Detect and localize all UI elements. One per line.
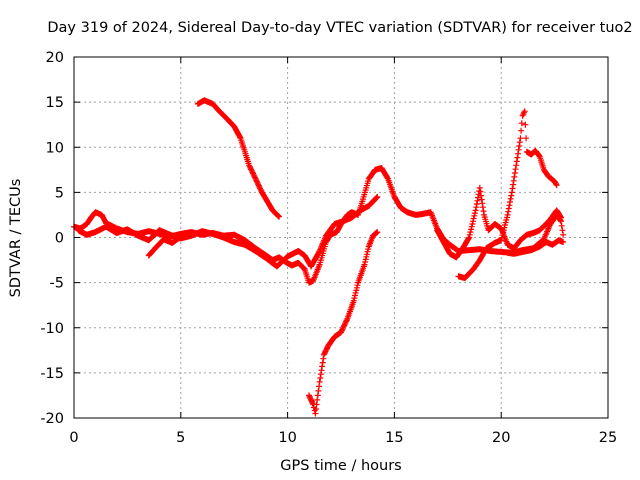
series-track-c bbox=[145, 233, 184, 259]
y-tick-label: 15 bbox=[46, 95, 64, 111]
series-track-f bbox=[434, 184, 564, 261]
y-tick-label: 0 bbox=[55, 231, 64, 247]
x-tick-label: 5 bbox=[176, 430, 185, 446]
plus-markers bbox=[504, 237, 567, 257]
y-tick-label: 5 bbox=[55, 185, 64, 201]
y-tick-label: -5 bbox=[50, 276, 64, 292]
y-tick-label: -20 bbox=[40, 411, 64, 427]
plus-markers bbox=[306, 229, 381, 417]
x-tick-label: 15 bbox=[385, 430, 403, 446]
plus-markers bbox=[455, 108, 560, 282]
x-axis-label: GPS time / hours bbox=[280, 458, 401, 474]
y-axis-label: SDTVAR / TECUs bbox=[8, 179, 24, 298]
series-track-e bbox=[306, 229, 381, 417]
y-tick-label: -10 bbox=[40, 321, 64, 337]
plus-markers bbox=[434, 184, 564, 261]
data-series bbox=[71, 97, 567, 417]
series-track-d bbox=[194, 97, 283, 220]
y-tick-label: 20 bbox=[46, 50, 64, 66]
x-tick-label: 0 bbox=[69, 430, 78, 446]
y-tick-label: 10 bbox=[46, 140, 64, 156]
plus-markers bbox=[145, 233, 184, 259]
chart-title: Day 319 of 2024, Sidereal Day-to-day VTE… bbox=[47, 20, 632, 36]
x-tick-label: 25 bbox=[599, 430, 617, 446]
tick-labels: 0 5 10 15 20 25 -20 -15 -10 -5 0 5 10 15 20 bbox=[40, 50, 617, 446]
series-track-h bbox=[504, 237, 567, 257]
plus-markers bbox=[194, 97, 283, 220]
y-tick-label: -15 bbox=[40, 366, 64, 382]
x-tick-label: 20 bbox=[492, 430, 510, 446]
series-track-g bbox=[455, 108, 560, 282]
grid bbox=[74, 57, 608, 418]
x-tick-label: 10 bbox=[278, 430, 296, 446]
axis-ticks bbox=[73, 56, 609, 419]
